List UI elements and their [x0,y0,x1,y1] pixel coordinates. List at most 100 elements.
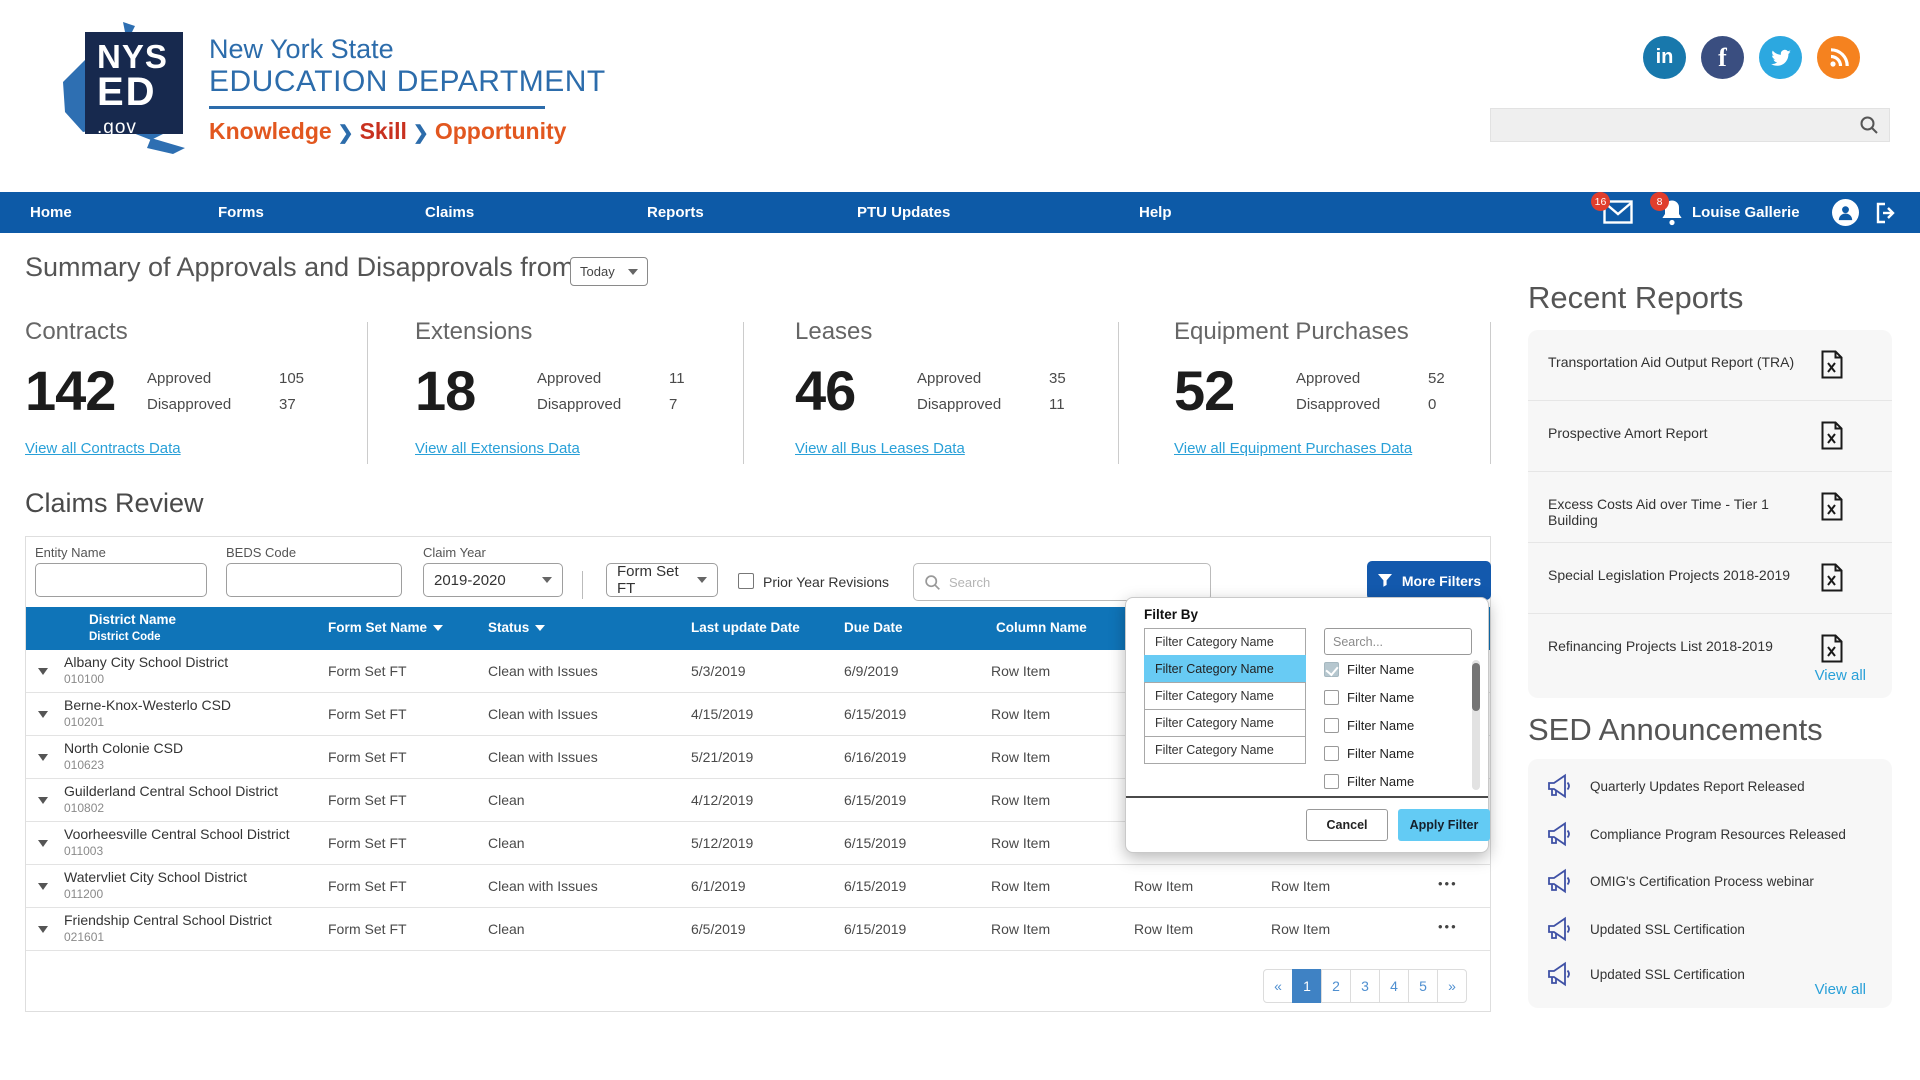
form-set-cell: Form Set FT [328,749,407,765]
nav-item-reports[interactable]: Reports [647,204,704,221]
page-5[interactable]: 5 [1408,969,1438,1003]
claim-year-select[interactable]: 2019-2020 [423,563,563,597]
bell-icon[interactable]: 8 [1650,192,1684,231]
col-last-update[interactable]: Last update Date [691,620,800,635]
user-name[interactable]: Louise Gallerie [1692,204,1800,221]
mail-icon[interactable]: 16 [1591,192,1633,229]
col-column-name[interactable]: Column Name [996,620,1087,635]
form-set-select[interactable]: Form Set FT [606,563,718,597]
nysed-logo[interactable]: NYS ED .gov New York State EDUCATION DEP… [55,20,606,154]
page-4[interactable]: 4 [1379,969,1409,1003]
approved-value: 105 [279,370,305,387]
table-row[interactable]: Friendship Central School District 02160… [26,908,1490,951]
filter-search-input[interactable] [1324,628,1472,655]
filter-funnel-icon [1377,574,1392,587]
excel-file-icon[interactable] [1820,563,1844,597]
entity-name-input[interactable] [35,563,207,597]
cancel-button[interactable]: Cancel [1306,809,1388,841]
announcement-item[interactable]: Updated SSL Certification [1528,961,1745,987]
profile-icon[interactable] [1832,199,1859,226]
col-form-set[interactable]: Form Set Name [328,620,444,635]
filter-category-item[interactable]: Filter Category Name [1144,736,1306,764]
filter-category-item[interactable]: Filter Category Name [1144,628,1306,656]
filter-checkbox[interactable] [1324,774,1339,789]
page-3[interactable]: 3 [1350,969,1380,1003]
row-expand-caret[interactable] [38,668,48,675]
site-search-input[interactable] [1501,117,1859,133]
announcement-item[interactable]: Quarterly Updates Report Released [1528,773,1805,799]
report-item[interactable]: Excess Costs Aid over Time - Tier 1 Buil… [1528,472,1892,543]
row-expand-caret[interactable] [38,797,48,804]
nav-item-forms[interactable]: Forms [218,204,264,221]
prior-year-checkbox[interactable] [738,573,754,589]
nav-item-claims[interactable]: Claims [425,204,475,221]
nav-item-home[interactable]: Home [30,204,72,221]
filter-checkbox-checked[interactable] [1324,662,1339,677]
twitter-icon[interactable] [1759,36,1802,79]
report-item[interactable]: Refinancing Projects List 2018-2019 [1528,614,1892,685]
announcement-item[interactable]: Updated SSL Certification [1528,916,1745,942]
claims-search-input[interactable] [949,574,1200,590]
nav-item-ptu-updates[interactable]: PTU Updates [857,204,951,221]
row-expand-caret[interactable] [38,754,48,761]
excel-file-icon[interactable] [1820,634,1844,668]
filter-category-item[interactable]: Filter Category Name [1144,709,1306,737]
table-row[interactable]: Watervliet City School District 011200 F… [26,865,1490,908]
col-status[interactable]: Status [488,620,546,635]
facebook-icon[interactable]: f [1701,36,1744,79]
excel-file-icon[interactable] [1820,350,1844,384]
page-prev[interactable]: « [1263,969,1293,1003]
due-date-cell: 6/15/2019 [844,792,907,808]
page-1[interactable]: 1 [1292,969,1322,1003]
filter-checkbox[interactable] [1324,746,1339,761]
row-actions-icon[interactable]: ••• [1438,919,1458,934]
reports-view-all-link[interactable]: View all [1814,667,1866,684]
logo-nys-text: NYS [97,38,168,75]
nav-item-help[interactable]: Help [1139,204,1172,221]
stat-title: Leases [795,318,873,345]
row-expand-caret[interactable] [38,711,48,718]
disapproved-label: Disapproved [537,395,622,413]
filter-category-item[interactable]: Filter Category Name [1144,682,1306,710]
beds-code-input[interactable] [226,563,402,597]
view-all-contracts-link[interactable]: View all Contracts Data [25,440,181,457]
district-code: 010100 [64,672,105,686]
apply-filter-button[interactable]: Apply Filter [1398,809,1490,841]
report-item[interactable]: Transportation Aid Output Report (TRA) [1528,330,1892,401]
filter-checkbox[interactable] [1324,690,1339,705]
stat-total: 52 [1174,359,1235,422]
linkedin-icon[interactable]: in [1643,36,1686,79]
form-set-cell: Form Set FT [328,835,407,851]
col-due-date[interactable]: Due Date [844,620,903,635]
logo-title-line1: New York State [209,34,394,64]
row-expand-caret[interactable] [38,926,48,933]
filter-checkbox[interactable] [1324,718,1339,733]
view-all-equipment-link[interactable]: View all Equipment Purchases Data [1174,440,1413,457]
view-all-bus-leases-link[interactable]: View all Bus Leases Data [795,440,965,457]
period-select[interactable]: Today [570,257,648,286]
logout-icon[interactable] [1874,201,1898,230]
filter-category-item-selected[interactable]: Filter Category Name [1144,655,1306,683]
report-item[interactable]: Special Legislation Projects 2018-2019 [1528,543,1892,614]
row-expand-caret[interactable] [38,840,48,847]
more-filters-button[interactable]: More Filters [1367,561,1491,600]
row-actions-icon[interactable]: ••• [1438,876,1458,891]
announcement-item[interactable]: Compliance Program Resources Released [1528,821,1846,847]
page-next[interactable]: » [1437,969,1467,1003]
row-expand-caret[interactable] [38,883,48,890]
excel-file-icon[interactable] [1820,492,1844,526]
announcement-item[interactable]: OMIG's Certification Process webinar [1528,868,1814,894]
scrollbar-thumb[interactable] [1472,663,1480,711]
excel-file-icon[interactable] [1820,421,1844,455]
nysed-logo-mark: NYS ED .gov [55,20,193,154]
rss-icon[interactable] [1817,36,1860,79]
search-icon[interactable] [1859,115,1879,135]
district-code: 010623 [64,758,105,772]
period-value: Today [580,264,615,279]
view-all-extensions-link[interactable]: View all Extensions Data [415,440,580,457]
filter-option-label: Filter Name [1347,774,1415,789]
popup-scrollbar [1472,660,1480,790]
announcements-view-all-link[interactable]: View all [1814,981,1866,998]
report-item[interactable]: Prospective Amort Report [1528,401,1892,472]
page-2[interactable]: 2 [1321,969,1351,1003]
